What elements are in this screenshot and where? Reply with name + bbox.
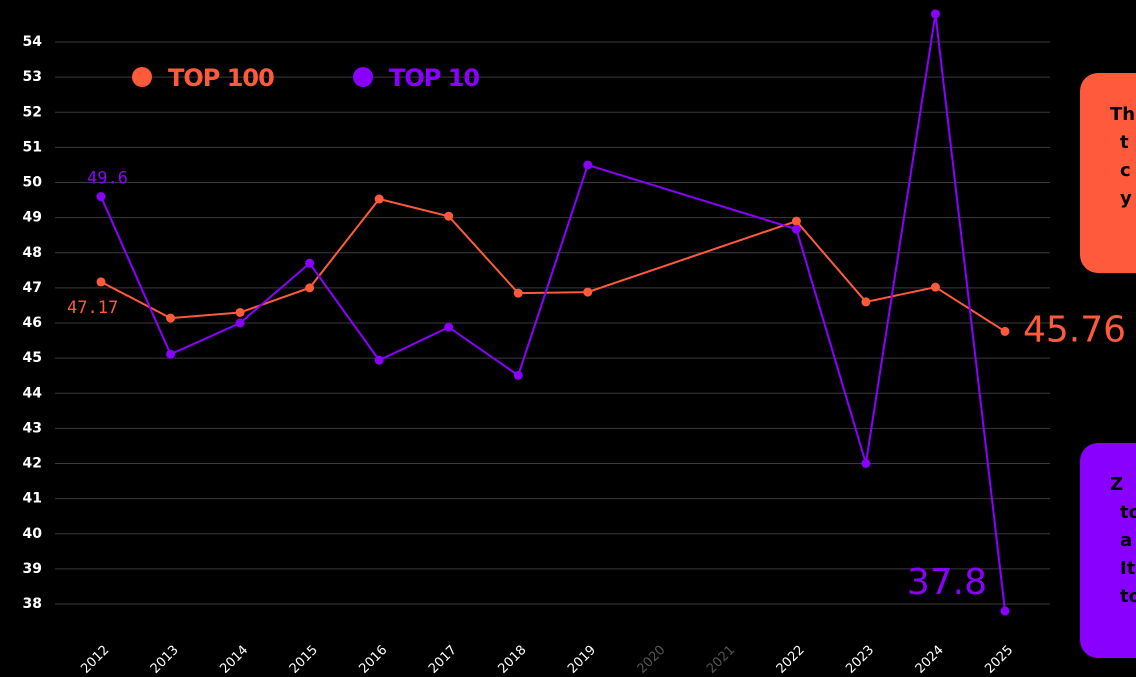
- x-tick-label: 2013: [148, 643, 182, 677]
- data-label: 49.6: [87, 169, 128, 189]
- point: [305, 283, 315, 293]
- annotation-line: t: [1120, 132, 1129, 153]
- y-tick-label: 46: [23, 315, 42, 331]
- point: [861, 297, 871, 307]
- annotation-line: It: [1120, 558, 1136, 579]
- legend-label: TOP 10: [389, 64, 479, 92]
- legend-marker: [132, 67, 152, 87]
- point: [1000, 606, 1010, 616]
- y-tick-label: 53: [23, 69, 42, 85]
- annotation-line: a: [1120, 530, 1133, 551]
- annotation-line: to: [1120, 586, 1136, 607]
- point: [444, 322, 454, 332]
- data-label: 47.17: [67, 298, 118, 318]
- series-line: [100, 13, 1006, 612]
- x-tick-label: 2017: [426, 643, 460, 677]
- y-tick-label: 43: [23, 420, 42, 436]
- point: [374, 355, 384, 365]
- point: [235, 307, 245, 317]
- x-tick-label: 2019: [565, 643, 599, 677]
- annotation-line: c: [1120, 160, 1131, 181]
- point: [513, 288, 523, 298]
- annotation-line: top: [1120, 502, 1136, 523]
- y-tick-label: 54: [23, 34, 43, 50]
- point: [930, 9, 940, 19]
- point: [235, 318, 245, 328]
- y-tick-label: 45: [23, 350, 42, 366]
- data-label: 37.8: [907, 562, 987, 603]
- point: [861, 459, 871, 468]
- x-tick-label: 2022: [774, 643, 808, 677]
- point: [583, 160, 593, 170]
- y-tick-label: 44: [23, 385, 43, 401]
- point: [96, 192, 106, 202]
- point: [930, 282, 940, 292]
- point: [791, 216, 801, 226]
- annotation-line: Z: [1110, 474, 1124, 495]
- x-tick-label: 2024: [913, 643, 947, 677]
- x-tick-label: 2021: [704, 643, 738, 677]
- point: [444, 211, 454, 221]
- annotation-box: Th t c y: [1080, 73, 1136, 273]
- legend-marker: [353, 67, 373, 87]
- y-tick-label: 39: [23, 561, 42, 577]
- y-tick-label: 40: [23, 526, 43, 542]
- point: [791, 224, 801, 234]
- annotation-line: Th: [1110, 104, 1136, 125]
- data-label: 45.76: [1023, 309, 1126, 350]
- point: [374, 194, 384, 204]
- x-tick-label: 2016: [356, 643, 390, 677]
- x-tick-label: 2018: [496, 643, 530, 677]
- point: [96, 277, 106, 287]
- series-line: [100, 197, 1006, 333]
- y-tick-label: 38: [23, 596, 42, 612]
- y-tick-label: 51: [23, 139, 42, 155]
- point: [166, 313, 176, 323]
- annotation-line: y: [1120, 188, 1132, 209]
- point: [583, 287, 593, 297]
- x-tick-label: 2023: [843, 643, 877, 677]
- x-tick-label: 2015: [287, 643, 321, 677]
- y-tick-label: 48: [23, 245, 42, 261]
- point: [1000, 326, 1010, 336]
- y-tick-label: 42: [23, 456, 42, 472]
- point: [166, 349, 176, 359]
- legend-label: TOP 100: [168, 64, 274, 92]
- y-tick-label: 41: [23, 491, 42, 507]
- x-tick-label: 2025: [982, 643, 1016, 677]
- x-tick-label: 2012: [78, 643, 112, 677]
- x-tick-label: 2014: [217, 643, 251, 677]
- y-tick-label: 49: [23, 210, 42, 226]
- point: [513, 370, 523, 380]
- y-tick-label: 47: [23, 280, 42, 296]
- y-tick-label: 50: [23, 175, 43, 191]
- annotation-box: Ztop a It to: [1080, 443, 1136, 658]
- point: [305, 258, 315, 268]
- x-tick-label: 2020: [635, 643, 669, 677]
- y-tick-label: 52: [23, 104, 42, 120]
